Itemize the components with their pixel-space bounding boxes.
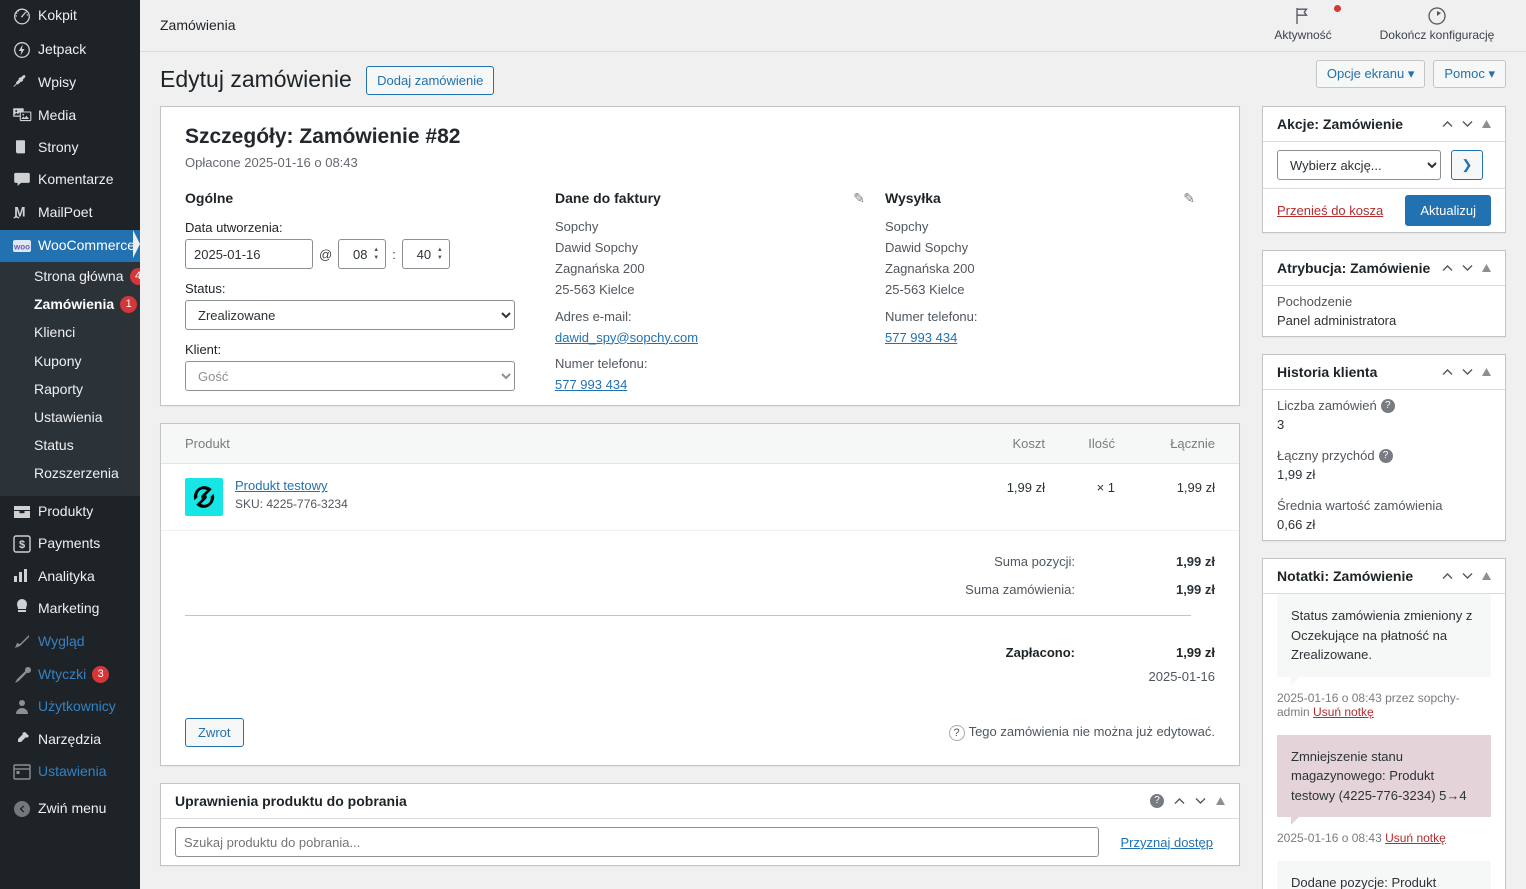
svg-text:woo: woo	[13, 242, 30, 251]
svg-text:$: $	[19, 539, 25, 551]
